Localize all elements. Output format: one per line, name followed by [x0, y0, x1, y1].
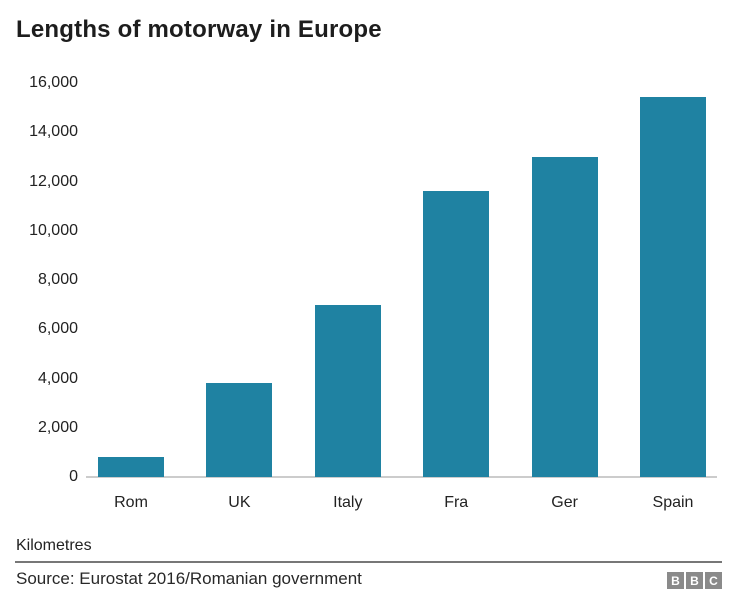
y-axis-tick-label: 16,000 — [29, 74, 78, 91]
y-axis-tick-label: 2,000 — [37, 418, 78, 436]
y-axis-tick-label: 4,000 — [37, 369, 78, 387]
bbc-logo-block-b1: B — [667, 572, 684, 589]
x-axis-label-italy: Italy — [333, 494, 363, 511]
bar-italy — [314, 304, 381, 477]
y-axis-tick-label: 12,000 — [29, 172, 78, 190]
x-axis-label-uk: UK — [228, 494, 251, 511]
source-text: Source: Eurostat 2016/Romanian governmen… — [16, 569, 362, 588]
bar-fra — [423, 191, 490, 477]
y-axis-unit-label: Kilometres — [16, 537, 92, 554]
y-axis-tick-label: 8,000 — [37, 271, 78, 288]
bar-uk — [206, 383, 273, 477]
bbc-logo: B B C — [667, 572, 722, 589]
y-axis-tick-label: 14,000 — [29, 123, 78, 141]
y-axis-tick-label: 0 — [69, 468, 78, 485]
y-axis-tick-label: 10,000 — [29, 221, 78, 239]
chart-title: Lengths of motorway in Europe — [16, 16, 382, 43]
bbc-logo-block-c: C — [705, 572, 722, 589]
y-axis-tick-label: 6,000 — [37, 320, 78, 338]
bbc-logo-block-b2: B — [686, 572, 703, 589]
x-axis-label-ger: Ger — [551, 494, 578, 511]
footer-divider — [15, 561, 722, 563]
x-axis-label-rom: Rom — [114, 494, 148, 511]
x-axis-baseline — [86, 476, 717, 478]
bar-spain — [640, 96, 706, 477]
bar-rom — [98, 457, 164, 477]
x-axis-label-fra: Fra — [444, 494, 469, 511]
x-axis-label-spain: Spain — [652, 494, 694, 511]
bar-ger — [531, 156, 598, 477]
